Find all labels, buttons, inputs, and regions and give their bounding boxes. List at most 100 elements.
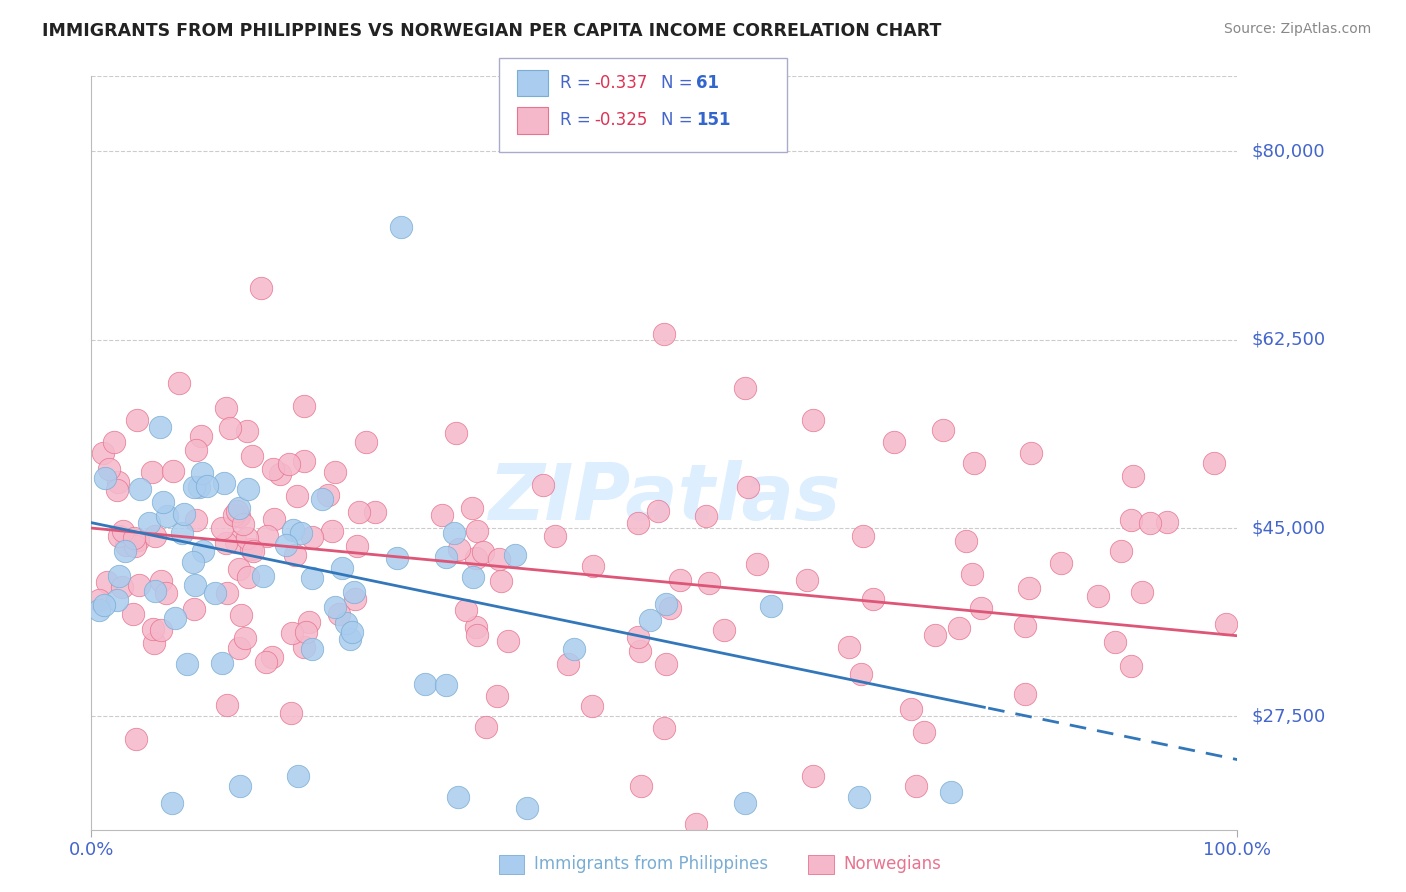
Point bbox=[955, 533, 977, 548]
Point bbox=[628, 644, 651, 658]
Point bbox=[152, 495, 174, 509]
Point bbox=[332, 560, 354, 574]
Text: N =: N = bbox=[661, 112, 697, 129]
Point bbox=[581, 558, 603, 573]
Point bbox=[215, 698, 238, 712]
Point bbox=[228, 509, 250, 524]
Text: ZIPatlas: ZIPatlas bbox=[488, 460, 841, 536]
Point bbox=[252, 569, 274, 583]
Point bbox=[647, 504, 669, 518]
Point bbox=[339, 632, 361, 647]
Point bbox=[228, 561, 250, 575]
Point bbox=[228, 641, 250, 656]
Point bbox=[195, 479, 218, 493]
Point bbox=[256, 529, 278, 543]
Text: R =: R = bbox=[560, 112, 596, 129]
Point bbox=[472, 544, 495, 558]
Point bbox=[328, 607, 350, 621]
Point bbox=[321, 524, 343, 538]
Point bbox=[1014, 618, 1036, 632]
Point bbox=[932, 424, 955, 438]
Point bbox=[236, 531, 259, 545]
Point bbox=[343, 585, 366, 599]
Point bbox=[389, 219, 412, 234]
Point bbox=[176, 657, 198, 671]
Point bbox=[156, 508, 179, 523]
Point bbox=[335, 616, 357, 631]
Point bbox=[1087, 590, 1109, 604]
Point bbox=[183, 578, 205, 592]
Point bbox=[219, 420, 242, 434]
Point bbox=[108, 529, 131, 543]
Point bbox=[173, 507, 195, 521]
Point bbox=[1139, 516, 1161, 531]
Point bbox=[211, 656, 233, 670]
Point bbox=[184, 513, 207, 527]
Text: 151: 151 bbox=[696, 112, 731, 129]
Text: Immigrants from Philippines: Immigrants from Philippines bbox=[534, 855, 769, 873]
Point bbox=[489, 574, 512, 588]
Point bbox=[93, 598, 115, 612]
Point bbox=[283, 549, 305, 563]
Text: $45,000: $45,000 bbox=[1251, 519, 1324, 537]
Point bbox=[713, 623, 735, 637]
Point bbox=[287, 769, 309, 783]
Point bbox=[167, 376, 190, 390]
Point bbox=[486, 689, 509, 703]
Point bbox=[211, 521, 233, 535]
Point bbox=[172, 525, 194, 540]
Point bbox=[263, 512, 285, 526]
Point bbox=[1014, 687, 1036, 701]
Text: $27,500: $27,500 bbox=[1251, 707, 1326, 725]
Point bbox=[269, 467, 291, 482]
Point bbox=[447, 790, 470, 805]
Point bbox=[695, 509, 717, 524]
Point bbox=[669, 573, 692, 587]
Point bbox=[94, 470, 117, 484]
Point bbox=[544, 528, 567, 542]
Point bbox=[89, 603, 111, 617]
Point bbox=[277, 457, 299, 471]
Point bbox=[160, 796, 183, 810]
Point bbox=[215, 401, 238, 416]
Point bbox=[138, 516, 160, 531]
Point bbox=[652, 327, 675, 342]
Point bbox=[162, 464, 184, 478]
Text: N =: N = bbox=[661, 74, 697, 92]
Point bbox=[503, 548, 526, 562]
Point bbox=[190, 467, 212, 481]
Point bbox=[655, 597, 678, 611]
Point bbox=[456, 603, 478, 617]
Point bbox=[301, 642, 323, 657]
Point bbox=[204, 585, 226, 599]
Point bbox=[761, 599, 783, 614]
Point bbox=[685, 817, 707, 831]
Point bbox=[89, 593, 111, 607]
Point bbox=[217, 585, 239, 599]
Point bbox=[183, 602, 205, 616]
Point bbox=[962, 567, 984, 582]
Point bbox=[107, 475, 129, 489]
Point bbox=[340, 625, 363, 640]
Point bbox=[343, 591, 366, 606]
Point bbox=[280, 706, 302, 720]
Point bbox=[496, 633, 519, 648]
Text: $62,500: $62,500 bbox=[1251, 331, 1326, 349]
Point bbox=[143, 583, 166, 598]
Point bbox=[900, 702, 922, 716]
Point bbox=[1130, 585, 1153, 599]
Point bbox=[655, 657, 678, 671]
Point bbox=[181, 556, 204, 570]
Point bbox=[283, 523, 305, 537]
Point bbox=[108, 569, 131, 583]
Point bbox=[852, 529, 875, 543]
Point bbox=[323, 466, 346, 480]
Text: Source: ZipAtlas.com: Source: ZipAtlas.com bbox=[1223, 22, 1371, 37]
Point bbox=[862, 591, 884, 606]
Point bbox=[737, 480, 759, 494]
Point bbox=[346, 539, 368, 553]
Point bbox=[222, 508, 245, 522]
Point bbox=[96, 575, 118, 590]
Point bbox=[292, 454, 315, 468]
Point bbox=[354, 434, 377, 449]
